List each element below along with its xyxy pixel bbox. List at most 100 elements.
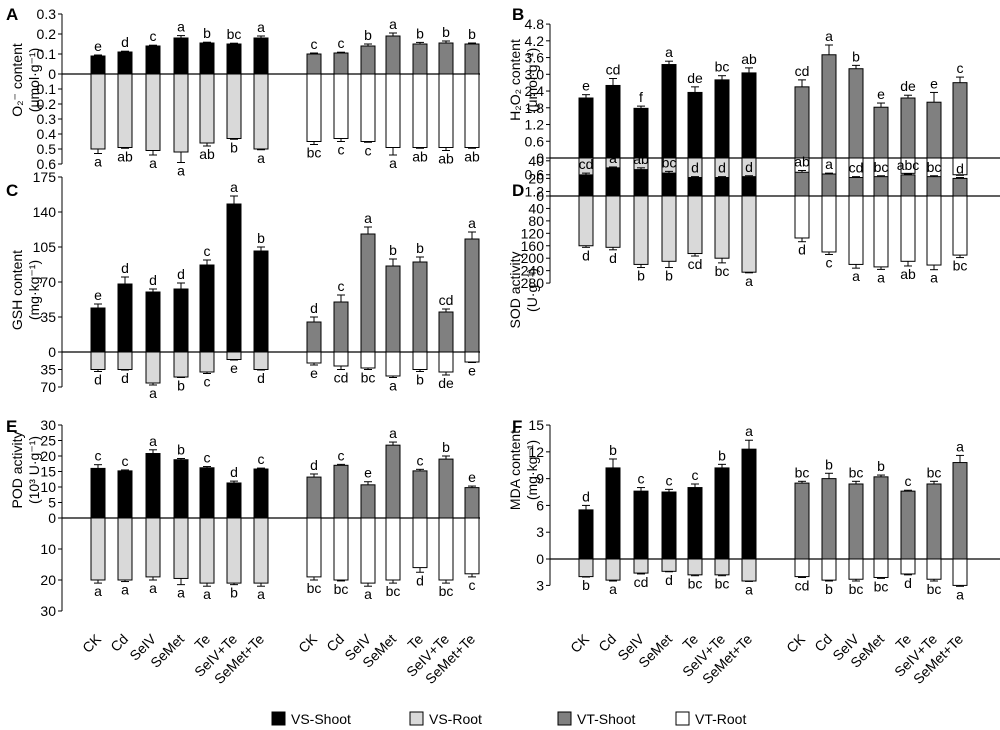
bar (145, 73, 161, 151)
y-tick-label: 0.3 (37, 6, 57, 22)
y-tick-label: 10 (40, 479, 56, 495)
y-axis-label-unit: (U·g⁻¹) (524, 268, 540, 312)
bar (821, 173, 837, 197)
bar (173, 517, 189, 579)
significance-label: ab (412, 148, 428, 164)
y-tick-label: 0.6 (525, 133, 545, 149)
significance-label: b (203, 25, 211, 41)
bar (848, 68, 864, 159)
bar (661, 491, 677, 560)
significance-label: bc (927, 159, 942, 175)
significance-label: b (416, 372, 424, 388)
bar (438, 42, 454, 75)
legend: VS-Shoot VS-Root VT-Shoot VT-Root (271, 711, 746, 727)
bar (605, 195, 621, 248)
significance-label: c (826, 254, 833, 270)
significance-label: de (438, 375, 454, 391)
bar (605, 467, 621, 560)
significance-label: bc (953, 258, 968, 274)
bar (90, 307, 106, 353)
y-tick-label: 0.2 (37, 96, 57, 112)
significance-label: a (94, 583, 102, 599)
significance-label: cd (795, 63, 810, 79)
panel-a: AO₂⁻ content (μmol·g⁻¹)0.30.20.100.10.20.… (6, 5, 480, 179)
y-tick-label: 0.3 (37, 111, 57, 127)
bar (714, 177, 730, 197)
significance-label: a (468, 215, 476, 231)
y-tick-label: 0 (48, 510, 56, 526)
bar (306, 517, 322, 578)
bar (90, 517, 106, 581)
y-tick-label: 80 (528, 213, 544, 229)
bar (412, 351, 428, 370)
bar (464, 351, 480, 363)
significance-label: a (230, 179, 238, 195)
bar (900, 558, 916, 575)
significance-label: ab (741, 51, 757, 67)
bar (199, 264, 215, 353)
significance-label: c (258, 451, 265, 467)
bar (794, 195, 810, 239)
bar (117, 470, 133, 519)
bar (385, 265, 401, 353)
bar (661, 172, 677, 197)
significance-label: d (665, 572, 673, 588)
bar (226, 351, 242, 360)
y-axis-label: GSH content (mg·kg⁻¹) (9, 250, 42, 330)
significance-label: bc (715, 59, 730, 75)
significance-label: cd (688, 256, 703, 272)
significance-label: b (468, 26, 476, 42)
bar (578, 558, 594, 578)
significance-label: c (311, 36, 318, 52)
significance-label: b (637, 268, 645, 284)
y-axis-label-main: POD activity (9, 431, 25, 508)
significance-label: a (665, 44, 673, 60)
significance-label: bc (361, 370, 376, 386)
significance-label: b (230, 139, 238, 155)
legend-label: VS-Shoot (291, 711, 351, 727)
y-tick-label: 0.1 (37, 46, 57, 62)
bar (360, 233, 376, 353)
y-tick-label: 0.4 (37, 126, 57, 142)
y-tick-label: 3.6 (525, 50, 545, 66)
y-tick-label: 1.8 (525, 100, 545, 116)
bar (714, 195, 730, 259)
panel-letter: B (512, 5, 524, 24)
significance-label: ab (438, 151, 454, 167)
significance-label: b (825, 581, 833, 597)
significance-label: a (177, 585, 185, 601)
bar (90, 351, 106, 370)
y-tick-label: 30 (40, 603, 56, 619)
legend-swatch (675, 711, 690, 726)
y-tick-label: 3 (536, 577, 544, 593)
y-tick-label: 0 (48, 66, 56, 82)
significance-label: b (389, 242, 397, 258)
significance-label: ab (794, 153, 810, 169)
legend-label: VT-Shoot (577, 711, 635, 727)
y-tick-label: 160 (521, 238, 545, 254)
y-tick-label: 12 (528, 444, 544, 460)
bar (714, 79, 730, 159)
bar (412, 470, 428, 519)
significance-label: a (257, 19, 265, 35)
bar (873, 176, 889, 197)
y-tick-label: 4.2 (525, 33, 545, 49)
significance-label: c (338, 142, 345, 158)
significance-label: a (257, 586, 265, 602)
x-tick-label: CK (79, 630, 105, 656)
significance-label: a (609, 150, 617, 166)
significance-label: c (204, 374, 211, 390)
significance-label: cd (334, 370, 349, 386)
significance-label: d (310, 457, 318, 473)
significance-label: a (364, 586, 372, 602)
bar (661, 558, 677, 572)
significance-label: c (150, 28, 157, 44)
y-tick-label: 2.4 (525, 83, 545, 99)
y-tick-label: 280 (521, 275, 545, 291)
bar (900, 97, 916, 159)
y-tick-label: 0.1 (37, 81, 57, 97)
bar (199, 467, 215, 519)
